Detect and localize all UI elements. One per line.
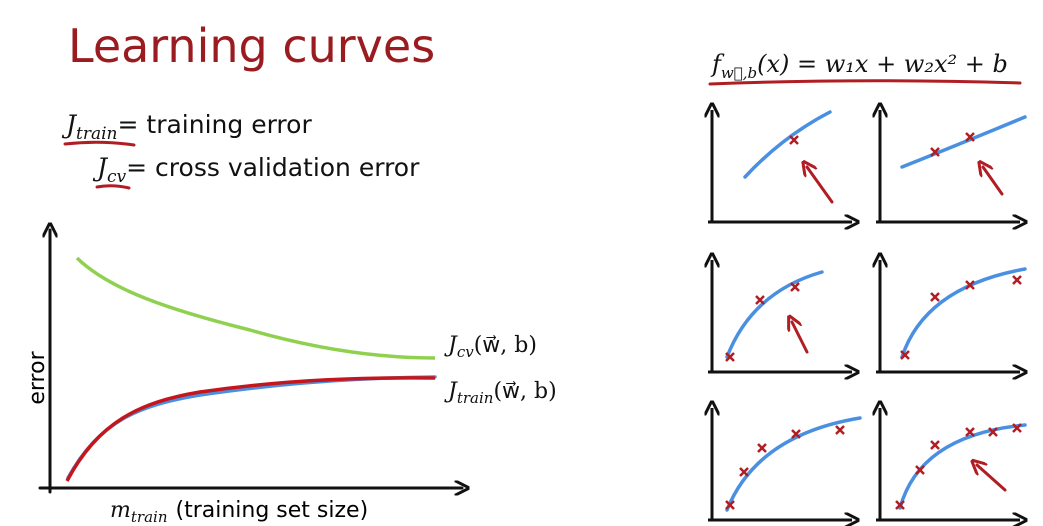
x-label-text: (training set size) xyxy=(175,498,368,523)
panel xyxy=(708,408,862,520)
definition: Jcv= cross validation error xyxy=(92,153,420,187)
panel xyxy=(876,260,1027,372)
title: Learning curves xyxy=(68,19,435,73)
symbol: m xyxy=(110,498,131,523)
curve-label: Jcv(w⃗, b) xyxy=(444,333,537,361)
subscript: train xyxy=(76,124,117,144)
definition-text: = cross validation error xyxy=(126,153,420,182)
args: (w⃗, b) xyxy=(474,333,537,358)
panel xyxy=(876,110,1027,222)
underline xyxy=(95,184,131,190)
subscript: cv xyxy=(457,343,474,361)
train-curve xyxy=(65,376,436,482)
curve-label: Jtrain(w⃗, b) xyxy=(444,379,557,407)
cv-curve xyxy=(75,256,436,360)
subscript: train xyxy=(457,389,494,407)
underline xyxy=(708,79,1022,86)
panel xyxy=(876,408,1027,520)
formula-body: (x) = w₁x + w₂x² + b xyxy=(757,50,1008,78)
definition: Jtrain= training error xyxy=(61,110,312,144)
subscript: train xyxy=(131,508,168,526)
subscript: cv xyxy=(107,167,127,187)
formula: fw⃗,b(x) = w₁x + w₂x² + b xyxy=(710,50,1008,82)
underline xyxy=(63,140,136,147)
subscript: w⃗,b xyxy=(721,64,757,82)
symbol: J xyxy=(92,153,109,182)
symbol: J xyxy=(444,379,458,404)
panel xyxy=(708,260,852,372)
definition-text: = training error xyxy=(118,110,313,139)
x-label: mtrain (training set size) xyxy=(110,498,368,526)
y-label: error xyxy=(25,350,50,404)
symbol: J xyxy=(444,333,458,358)
train-curve-blue xyxy=(66,375,437,480)
panel xyxy=(708,110,852,222)
symbol: J xyxy=(61,110,78,139)
args: (w⃗, b) xyxy=(493,379,556,404)
